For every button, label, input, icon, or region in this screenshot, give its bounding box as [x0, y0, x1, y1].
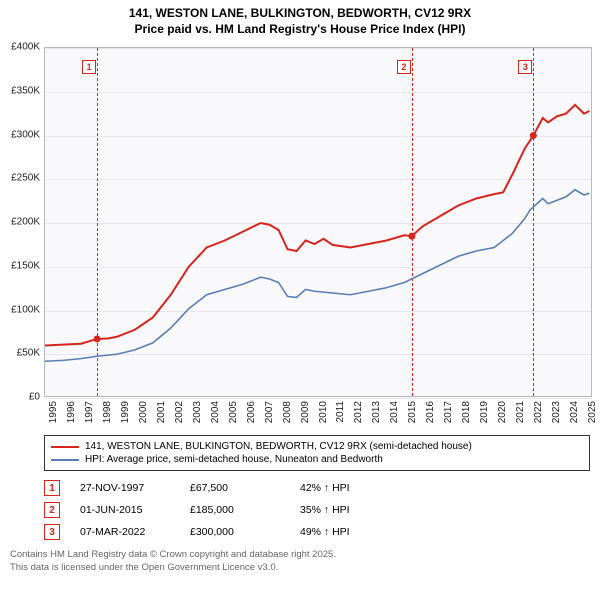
sale-number-box: 3 — [44, 524, 60, 540]
y-tick-label: £50K — [0, 348, 40, 359]
attribution: Contains HM Land Registry data © Crown c… — [10, 549, 590, 574]
x-tick-label: 2024 — [569, 401, 580, 431]
series-hpi — [45, 190, 589, 362]
legend-row: 141, WESTON LANE, BULKINGTON, BEDWORTH, … — [51, 440, 583, 453]
y-tick-label: £300K — [0, 129, 40, 140]
plot-region: 123 — [44, 47, 592, 397]
x-tick-label: 2002 — [174, 401, 185, 431]
x-tick-label: 1996 — [66, 401, 77, 431]
sale-number-box: 2 — [44, 502, 60, 518]
legend-row: HPI: Average price, semi-detached house,… — [51, 453, 583, 466]
sale-row: 3 07-MAR-2022 £300,000 49% ↑ HPI — [44, 521, 590, 543]
x-tick-label: 2001 — [156, 401, 167, 431]
x-tick-label: 2015 — [407, 401, 418, 431]
x-tick-label: 2006 — [246, 401, 257, 431]
sale-pct: 42% ↑ HPI — [300, 482, 400, 494]
legend-swatch — [51, 446, 79, 448]
x-tick-label: 2025 — [587, 401, 598, 431]
legend: 141, WESTON LANE, BULKINGTON, BEDWORTH, … — [44, 435, 590, 471]
x-tick-label: 1999 — [120, 401, 131, 431]
series-svg — [45, 48, 591, 396]
sale-date: 07-MAR-2022 — [80, 526, 170, 538]
sale-price: £67,500 — [190, 482, 280, 494]
x-tick-label: 2009 — [300, 401, 311, 431]
sale-point — [94, 336, 101, 343]
y-tick-label: £100K — [0, 304, 40, 315]
y-tick-label: £250K — [0, 173, 40, 184]
x-tick-label: 2022 — [533, 401, 544, 431]
legend-label: 141, WESTON LANE, BULKINGTON, BEDWORTH, … — [85, 441, 472, 452]
y-tick-label: £400K — [0, 42, 40, 53]
y-tick-label: £0 — [0, 392, 40, 403]
footer-line-1: Contains HM Land Registry data © Crown c… — [10, 549, 590, 561]
x-tick-label: 1998 — [102, 401, 113, 431]
x-tick-label: 2010 — [318, 401, 329, 431]
sale-row: 1 27-NOV-1997 £67,500 42% ↑ HPI — [44, 477, 590, 499]
sale-price: £300,000 — [190, 526, 280, 538]
x-tick-label: 2013 — [371, 401, 382, 431]
title-line-1: 141, WESTON LANE, BULKINGTON, BEDWORTH, … — [0, 6, 600, 22]
sale-number-box: 1 — [44, 480, 60, 496]
sale-row: 2 01-JUN-2015 £185,000 35% ↑ HPI — [44, 499, 590, 521]
x-tick-label: 2000 — [138, 401, 149, 431]
x-tick-label: 2017 — [443, 401, 454, 431]
y-tick-label: £200K — [0, 217, 40, 228]
sale-point — [408, 233, 415, 240]
title-line-2: Price paid vs. HM Land Registry's House … — [0, 22, 600, 38]
x-tick-label: 2020 — [497, 401, 508, 431]
sale-pct: 35% ↑ HPI — [300, 504, 400, 516]
series-price_paid — [45, 105, 589, 346]
x-tick-label: 1995 — [48, 401, 59, 431]
x-tick-label: 2021 — [515, 401, 526, 431]
x-tick-label: 2019 — [479, 401, 490, 431]
legend-swatch — [51, 459, 79, 461]
y-tick-label: £350K — [0, 85, 40, 96]
sale-price: £185,000 — [190, 504, 280, 516]
sale-point — [530, 132, 537, 139]
sale-date: 27-NOV-1997 — [80, 482, 170, 494]
x-tick-label: 2018 — [461, 401, 472, 431]
x-tick-label: 2023 — [551, 401, 562, 431]
chart-title: 141, WESTON LANE, BULKINGTON, BEDWORTH, … — [0, 0, 600, 41]
x-tick-label: 2008 — [282, 401, 293, 431]
footer-line-2: This data is licensed under the Open Gov… — [10, 562, 590, 574]
x-tick-label: 2003 — [192, 401, 203, 431]
y-tick-label: £150K — [0, 260, 40, 271]
x-tick-label: 2004 — [210, 401, 221, 431]
legend-label: HPI: Average price, semi-detached house,… — [85, 454, 383, 465]
x-tick-label: 1997 — [84, 401, 95, 431]
x-tick-label: 2011 — [335, 401, 346, 431]
x-tick-label: 2016 — [425, 401, 436, 431]
x-tick-label: 2012 — [353, 401, 364, 431]
sale-date: 01-JUN-2015 — [80, 504, 170, 516]
x-tick-label: 2007 — [264, 401, 275, 431]
chart-area: 123 £0 £50K £100K £150K £200K £250K £300K £350K… — [0, 41, 600, 431]
sales-table: 1 27-NOV-1997 £67,500 42% ↑ HPI 2 01-JUN-2015… — [44, 477, 590, 543]
x-tick-label: 2014 — [389, 401, 400, 431]
sale-pct: 49% ↑ HPI — [300, 526, 400, 538]
x-tick-label: 2005 — [228, 401, 239, 431]
